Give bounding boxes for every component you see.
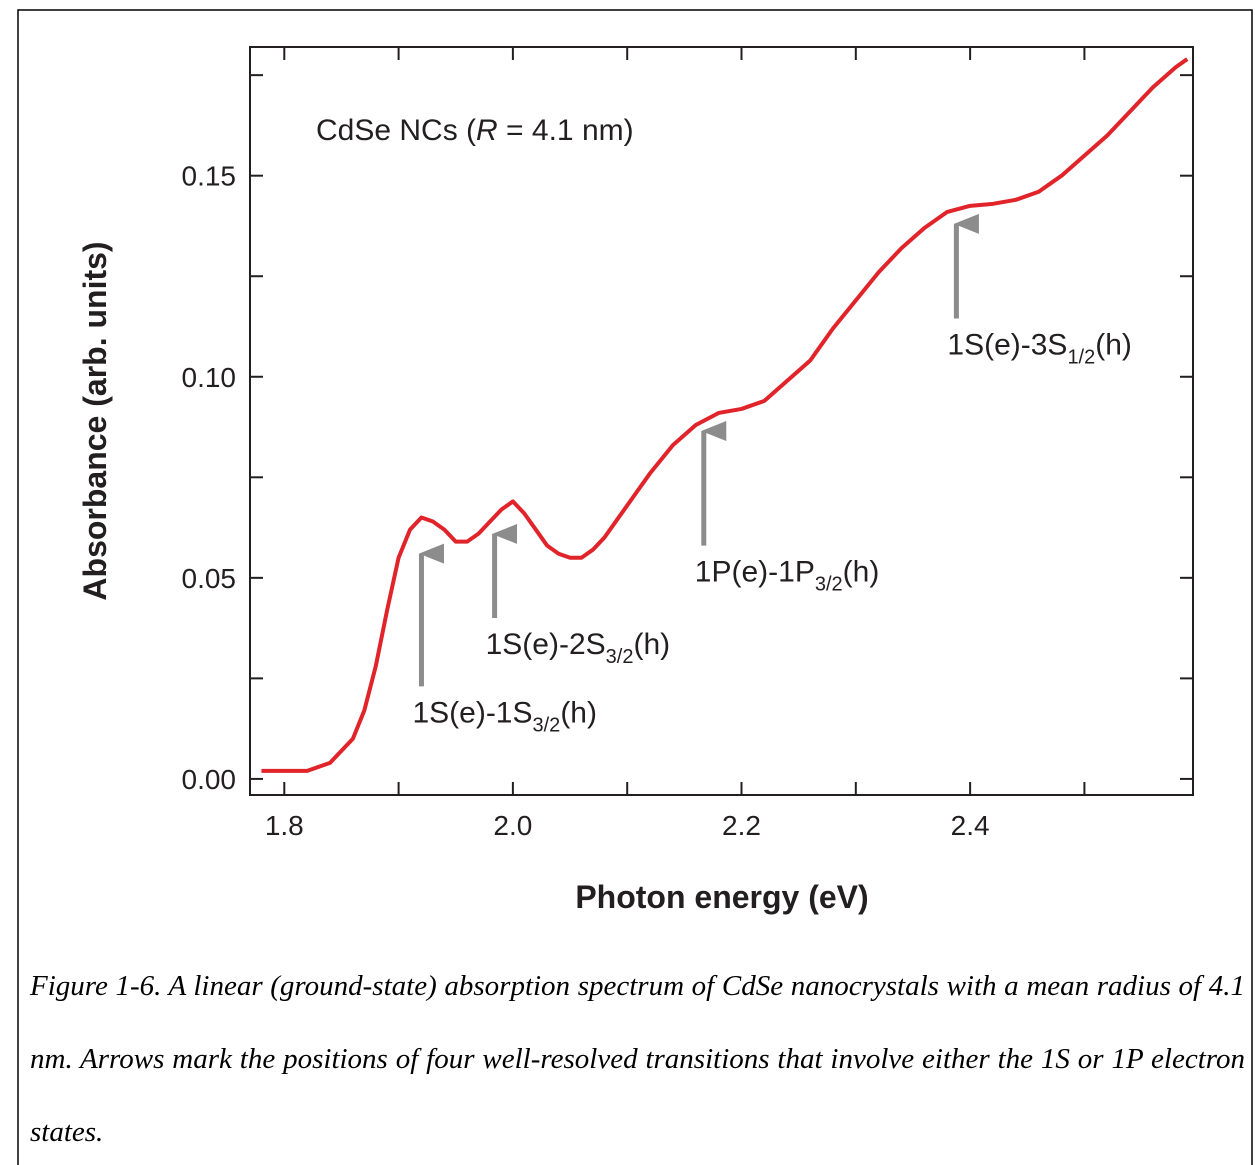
annotation-label: 1S(e)-2S3/2(h) bbox=[486, 628, 671, 668]
annotation-tail: (h) bbox=[1095, 328, 1132, 361]
annotation-label: 1S(e)-1S3/2(h) bbox=[412, 696, 597, 736]
spectrum-line bbox=[261, 57, 1189, 773]
annotation-tail: (h) bbox=[843, 556, 880, 589]
x-tick-label: 2.0 bbox=[493, 810, 532, 841]
title-part: = 4.1 nm) bbox=[498, 114, 634, 147]
caption: Figure 1-6. A linear (ground-state) abso… bbox=[30, 970, 1245, 1148]
x-tick-label: 2.4 bbox=[951, 810, 990, 841]
annotation-tail: (h) bbox=[560, 696, 597, 729]
title-part: CdSe NCs ( bbox=[316, 114, 476, 147]
y-tick-label: 0.00 bbox=[182, 764, 237, 795]
annotation-label: 1S(e)-3S1/2(h) bbox=[947, 328, 1132, 368]
annotation-sub: 3/2 bbox=[606, 646, 634, 668]
x-tick-label: 1.8 bbox=[265, 810, 304, 841]
title-part: R bbox=[476, 114, 498, 147]
chart-title: CdSe NCs (R = 4.1 nm) bbox=[316, 114, 634, 147]
annotation-label: 1P(e)-1P3/2(h) bbox=[695, 556, 880, 596]
annotation-sub: 3/2 bbox=[533, 714, 561, 736]
annotation-sub: 3/2 bbox=[815, 574, 843, 596]
x-axis-title: Photon energy (eV) bbox=[575, 879, 868, 915]
y-tick-label: 0.15 bbox=[182, 161, 237, 192]
annotation-tail: (h) bbox=[633, 628, 670, 661]
plot-frame bbox=[249, 46, 1194, 796]
y-axis-title: Absorbance (arb. units) bbox=[77, 241, 113, 600]
annotation-sub: 1/2 bbox=[1067, 346, 1095, 368]
y-tick-label: 0.10 bbox=[182, 362, 237, 393]
annotation-text: 1S(e)-3S bbox=[947, 328, 1067, 361]
annotation-text: 1S(e)-1S bbox=[412, 696, 532, 729]
annotation-text: 1S(e)-2S bbox=[486, 628, 606, 661]
annotation-text: 1P(e)-1P bbox=[695, 556, 815, 589]
x-tick-label: 2.2 bbox=[722, 810, 761, 841]
y-tick-label: 0.05 bbox=[182, 563, 237, 594]
figure-border bbox=[17, 9, 1253, 1165]
